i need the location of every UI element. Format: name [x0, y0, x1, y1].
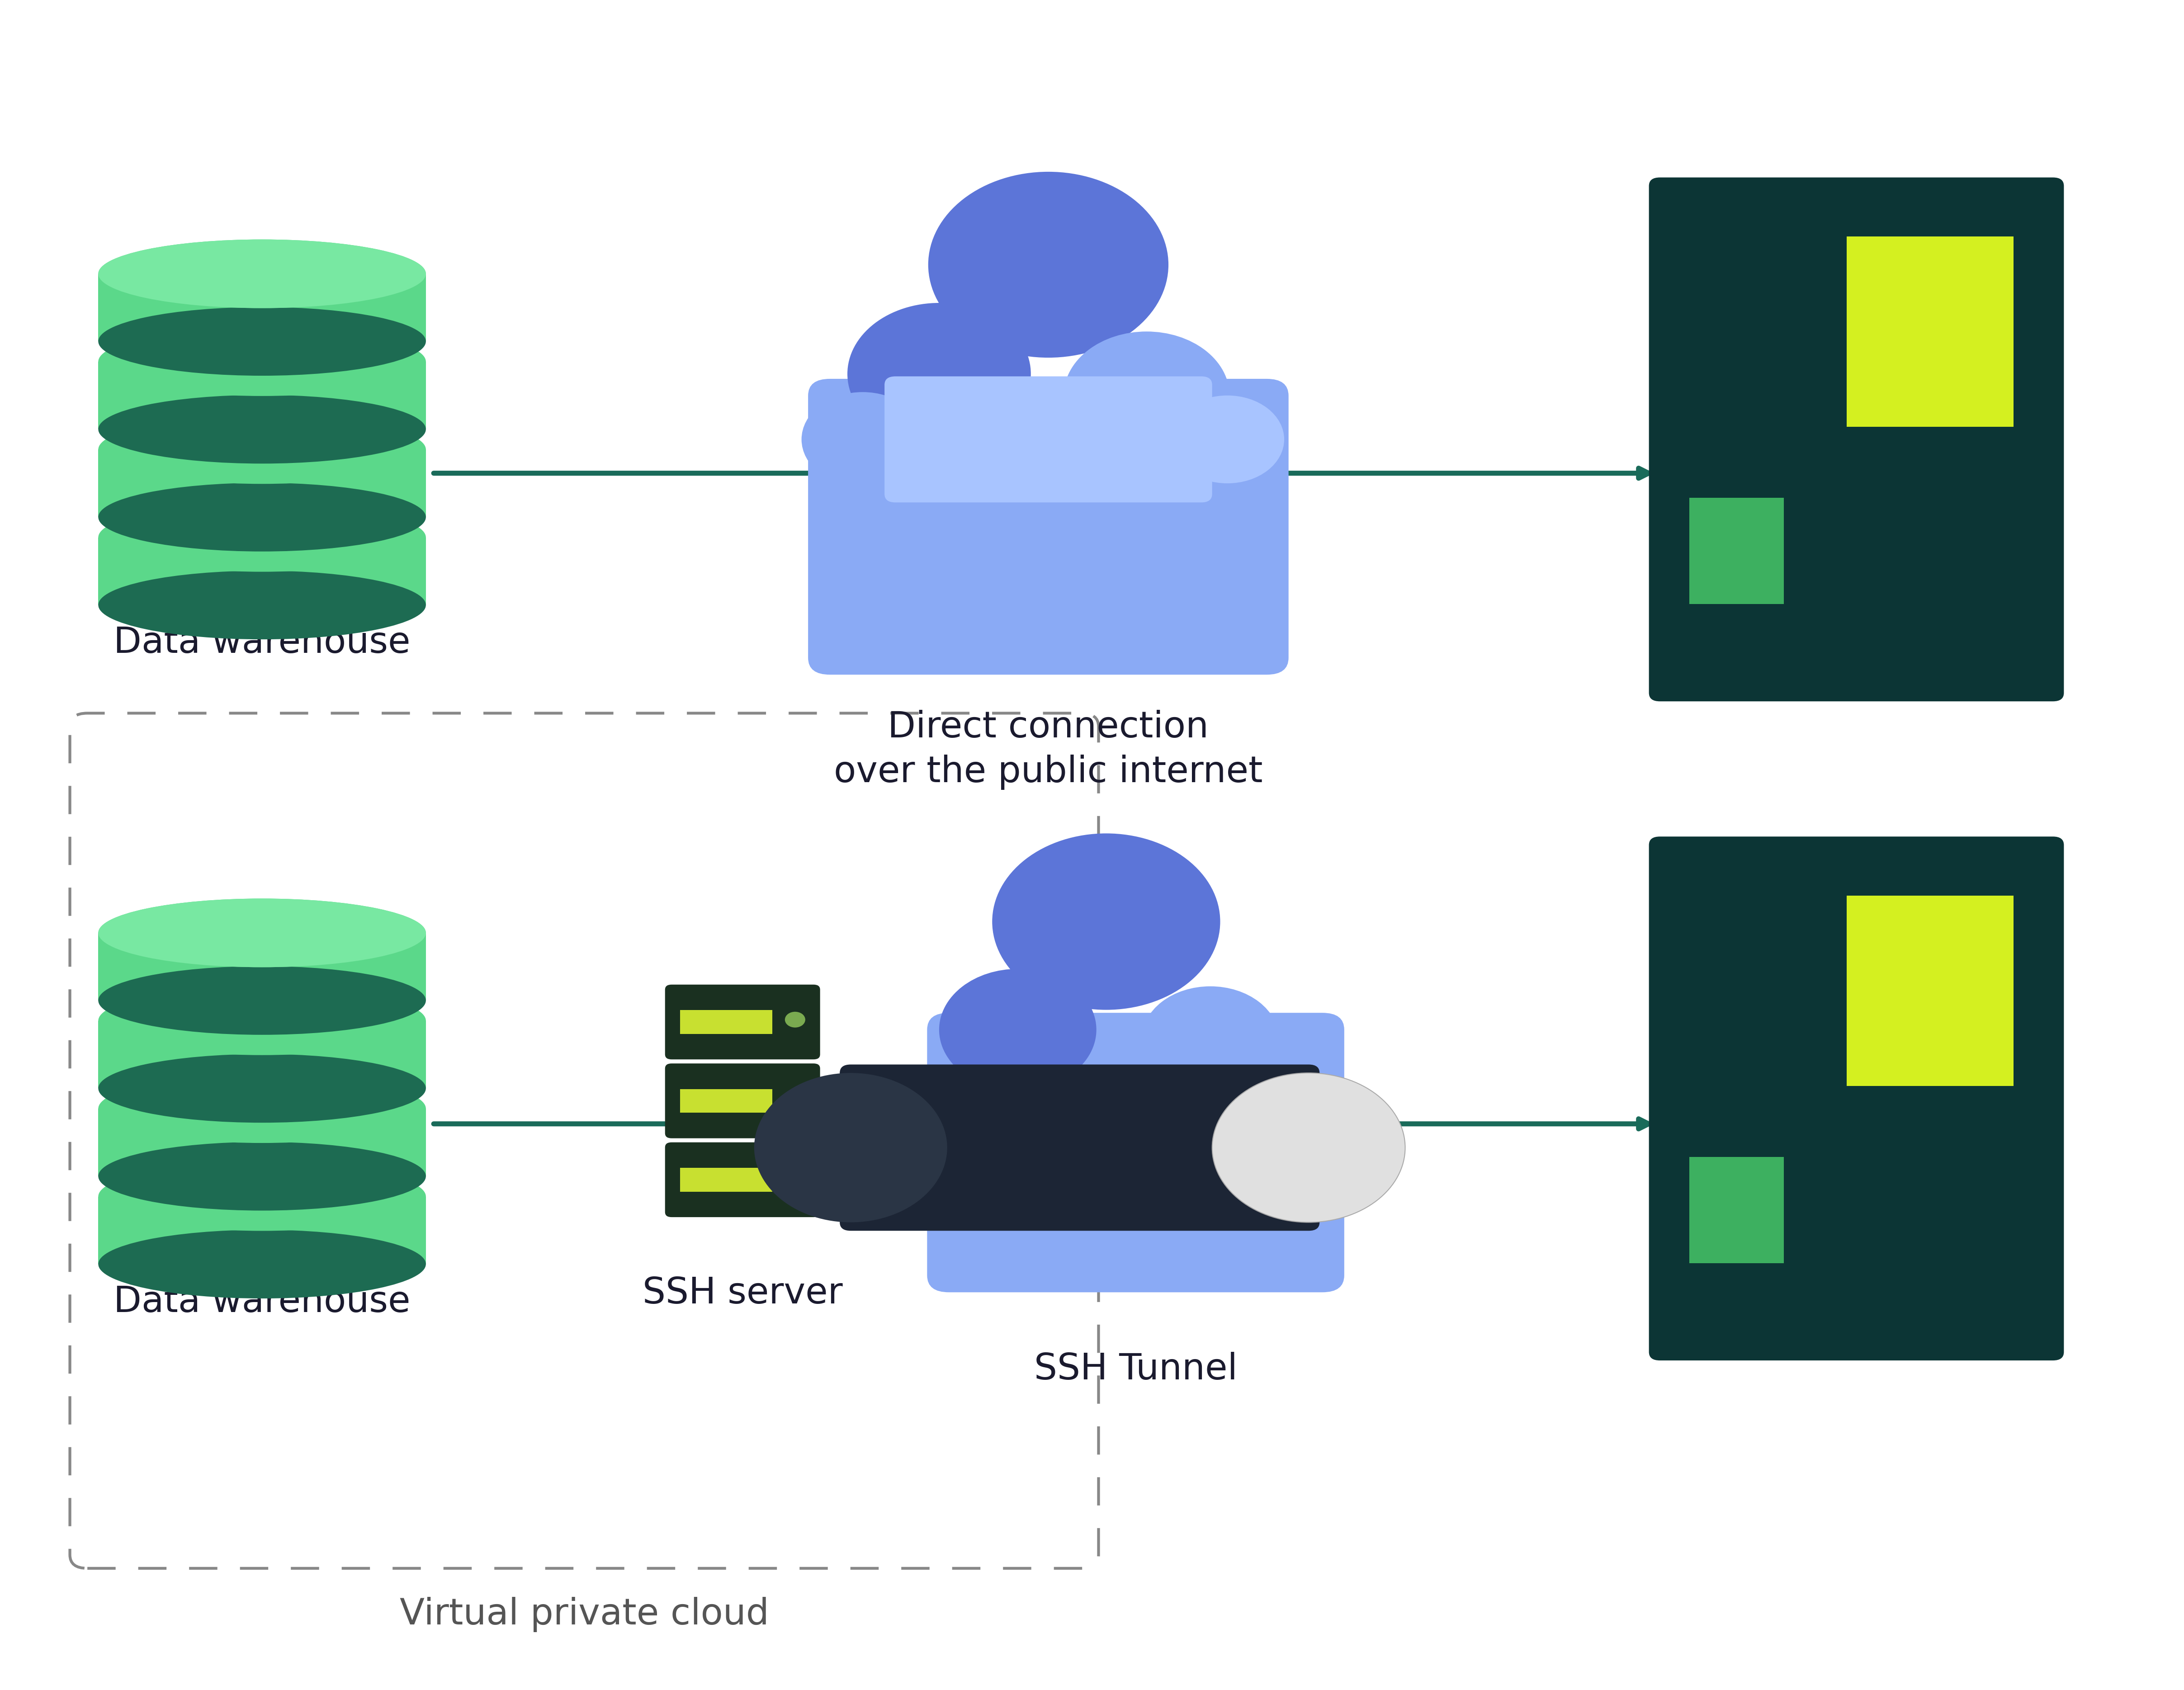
- FancyBboxPatch shape: [664, 1142, 821, 1217]
- FancyBboxPatch shape: [664, 985, 821, 1060]
- Circle shape: [939, 968, 1096, 1090]
- Bar: [679, 1168, 773, 1191]
- Circle shape: [753, 1073, 948, 1222]
- FancyBboxPatch shape: [98, 933, 426, 1000]
- FancyBboxPatch shape: [98, 362, 426, 429]
- FancyBboxPatch shape: [98, 1197, 426, 1264]
- Ellipse shape: [98, 1055, 426, 1122]
- Text: Direct connection
over the public internet: Direct connection over the public intern…: [834, 710, 1262, 789]
- Circle shape: [784, 1012, 806, 1028]
- Ellipse shape: [98, 967, 426, 1034]
- Circle shape: [784, 1090, 806, 1107]
- FancyBboxPatch shape: [839, 1065, 1319, 1230]
- FancyBboxPatch shape: [664, 1063, 821, 1139]
- Ellipse shape: [98, 571, 426, 639]
- Ellipse shape: [98, 1142, 426, 1210]
- Circle shape: [992, 833, 1221, 1011]
- Circle shape: [784, 1169, 806, 1185]
- Circle shape: [847, 303, 1031, 444]
- Circle shape: [802, 392, 924, 487]
- Ellipse shape: [98, 416, 426, 483]
- Circle shape: [928, 172, 1168, 358]
- FancyBboxPatch shape: [98, 1109, 426, 1176]
- FancyBboxPatch shape: [98, 537, 426, 605]
- FancyBboxPatch shape: [1649, 177, 2064, 701]
- FancyBboxPatch shape: [98, 274, 426, 341]
- Circle shape: [1142, 987, 1280, 1093]
- FancyBboxPatch shape: [1649, 837, 2064, 1360]
- Bar: [1848, 896, 2014, 1087]
- Bar: [1690, 1158, 1784, 1264]
- Text: Virtual private cloud: Virtual private cloud: [400, 1597, 769, 1633]
- Text: Data warehouse: Data warehouse: [114, 1284, 411, 1320]
- Ellipse shape: [98, 483, 426, 551]
- Ellipse shape: [98, 987, 426, 1055]
- Text: Hightouch: Hightouch: [1762, 1284, 1950, 1320]
- Circle shape: [1212, 1073, 1404, 1222]
- Text: SSH server: SSH server: [642, 1276, 843, 1311]
- Ellipse shape: [98, 240, 426, 308]
- Ellipse shape: [98, 328, 426, 395]
- Bar: [679, 1088, 773, 1112]
- Bar: [1690, 497, 1784, 605]
- Ellipse shape: [98, 899, 426, 967]
- Ellipse shape: [98, 395, 426, 463]
- FancyBboxPatch shape: [808, 379, 1289, 674]
- Ellipse shape: [98, 1230, 426, 1298]
- Ellipse shape: [98, 308, 426, 375]
- FancyBboxPatch shape: [98, 450, 426, 517]
- Text: Data warehouse: Data warehouse: [114, 625, 411, 661]
- FancyBboxPatch shape: [885, 377, 1212, 502]
- Ellipse shape: [98, 899, 426, 967]
- Ellipse shape: [98, 504, 426, 571]
- FancyBboxPatch shape: [98, 1021, 426, 1088]
- Ellipse shape: [98, 1163, 426, 1230]
- Text: Hightouch: Hightouch: [1762, 625, 1950, 661]
- Bar: [679, 1011, 773, 1034]
- Ellipse shape: [98, 240, 426, 308]
- Circle shape: [1171, 395, 1284, 483]
- Text: SSH Tunnel: SSH Tunnel: [1033, 1352, 1238, 1387]
- FancyBboxPatch shape: [926, 1012, 1343, 1293]
- Circle shape: [1064, 331, 1230, 460]
- Ellipse shape: [98, 1075, 426, 1142]
- Bar: [1848, 237, 2014, 428]
